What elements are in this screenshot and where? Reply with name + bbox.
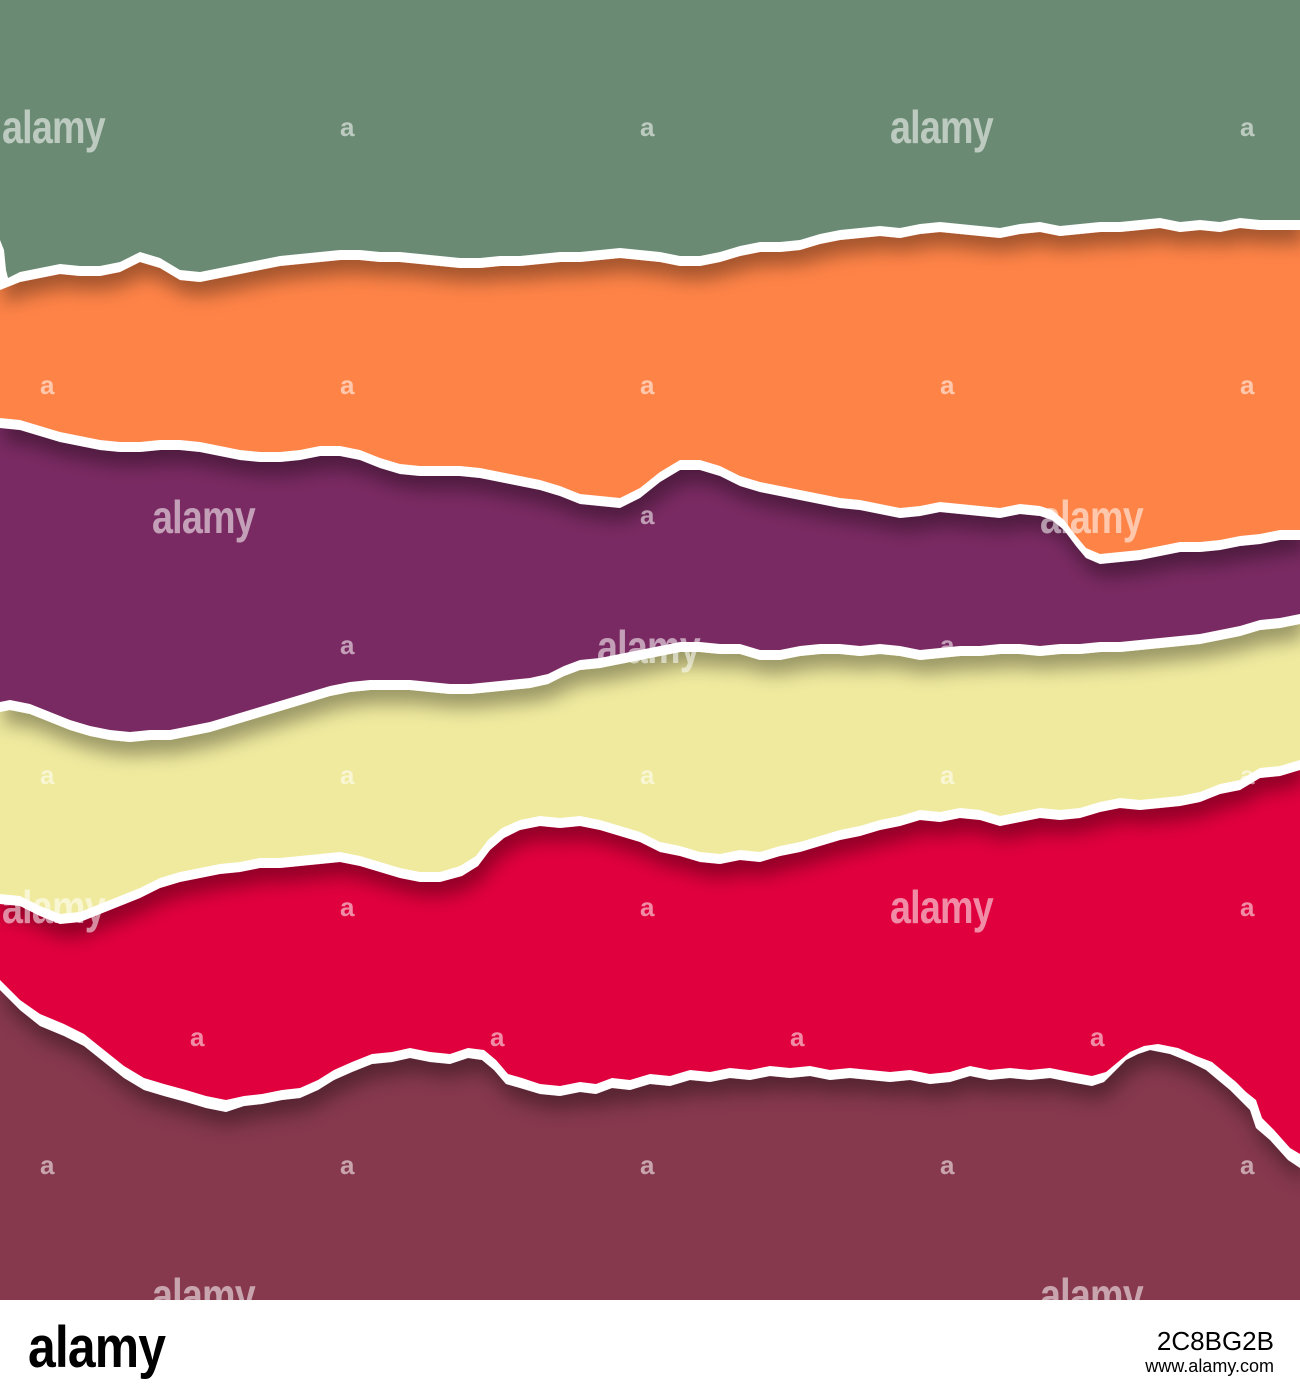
green-layer <box>0 0 1300 290</box>
footer-url: www.alamy.com <box>1145 1356 1274 1376</box>
footer-bar: alamy 2C8BG2B www.alamy.com <box>0 1300 1300 1390</box>
image-id: 2C8BG2B <box>1156 1326 1274 1356</box>
footer-logo: alamy <box>28 1315 166 1380</box>
torn-paper-layers <box>0 0 1300 1300</box>
